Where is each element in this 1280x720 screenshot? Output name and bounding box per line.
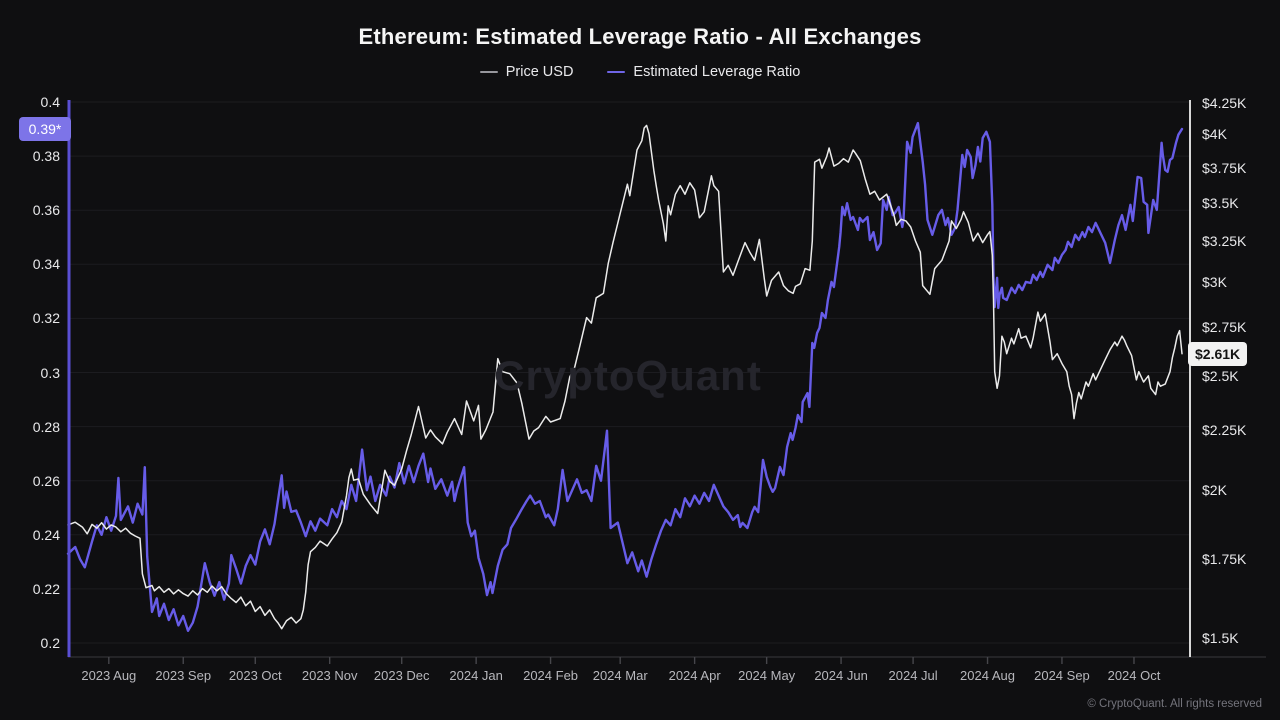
x-axis-month-label: 2024 Jan [449,668,503,683]
y-axis-left-tick-label: 0.4 [40,94,60,110]
x-axis-month-label: 2024 Jun [814,668,868,683]
leverage-line-swatch-icon [607,71,626,73]
y-axis-left-tick-label: 0.26 [32,472,60,489]
chart-title: Ethereum: Estimated Leverage Ratio - All… [358,24,922,49]
y-axis-left-tick-label: 0.36 [32,202,60,219]
y-axis-left-tick-label: 0.38 [32,148,60,165]
price-line-swatch-icon [479,71,498,73]
copyright-notice: © CryptoQuant. All rights reserved [1087,698,1262,710]
x-axis-month-label: 2023 Sep [155,668,212,683]
y-axis-left-tick-label: 0.2 [40,635,60,651]
y-axis-right-tick-label: $4.25K [1202,95,1247,112]
y-axis-right-tick-label: $3.75K [1202,159,1247,176]
y-axis-right-tick-label: $3.5K [1202,194,1239,211]
series-price-usd [67,124,1183,630]
y-axis-right-tick-label: $2.5K [1202,367,1239,384]
legend-item-leverage-ratio[interactable]: Estimated Leverage Ratio [607,64,800,80]
x-axis-month-label: 2024 Feb [523,668,579,683]
y-axis-right-tick-label: $2.25K [1202,421,1247,438]
y-axis-left-tick-label: 0.34 [32,256,60,273]
x-axis-month-label: 2024 Mar [592,668,648,683]
x-axis-month-label: 2024 May [738,668,796,683]
x-axis-month-label: 2024 Apr [668,668,721,683]
y-axis-right-tick-label: $2K [1202,482,1227,499]
x-axis-month-label: 2023 Dec [373,668,430,683]
y-axis-left-tick-label: 0.32 [32,310,60,327]
y-axis-left-tick-label: 0.28 [32,418,60,435]
x-axis-month-label: 2024 Aug [960,668,1015,683]
y-axis-right-tick-label: $4K [1202,126,1227,143]
series-estimated-leverage-ratio [66,121,1184,632]
x-axis-month-label: 2024 Oct [1107,668,1161,683]
x-axis-month-label: 2024 Jul [888,668,938,683]
y-axis-left-tick-label: 0.22 [32,580,60,597]
y-axis-right-tick-label: $1.75K [1202,550,1247,567]
legend-label-price-usd: Price USD [505,64,574,80]
legend-label-leverage-ratio: Estimated Leverage Ratio [633,64,801,80]
leverage-current-value-badge: 0.39* [19,117,71,142]
x-axis-month-label: 2023 Aug [81,668,137,683]
chart-legend: Price USD Estimated Leverage Ratio [0,64,1280,80]
x-axis-month-label: 2023 Nov [301,668,358,683]
legend-item-price-usd[interactable]: Price USD [479,64,574,80]
y-axis-left-tick-label: 0.3 [40,364,60,381]
y-axis-left-tick-label: 0.24 [32,526,60,543]
y-axis-right-tick-label: $3.25K [1202,233,1247,249]
x-axis-month-label: 2023 Oct [228,668,282,683]
y-axis-right-tick-label: $3K [1202,274,1227,291]
price-current-value-badge: $2.61K [1188,341,1248,366]
y-axis-right-tick-label: $1.5K [1202,630,1239,647]
y-axis-right-tick-label: $2.75K [1202,318,1247,335]
x-axis-month-label: 2024 Sep [1034,668,1090,683]
